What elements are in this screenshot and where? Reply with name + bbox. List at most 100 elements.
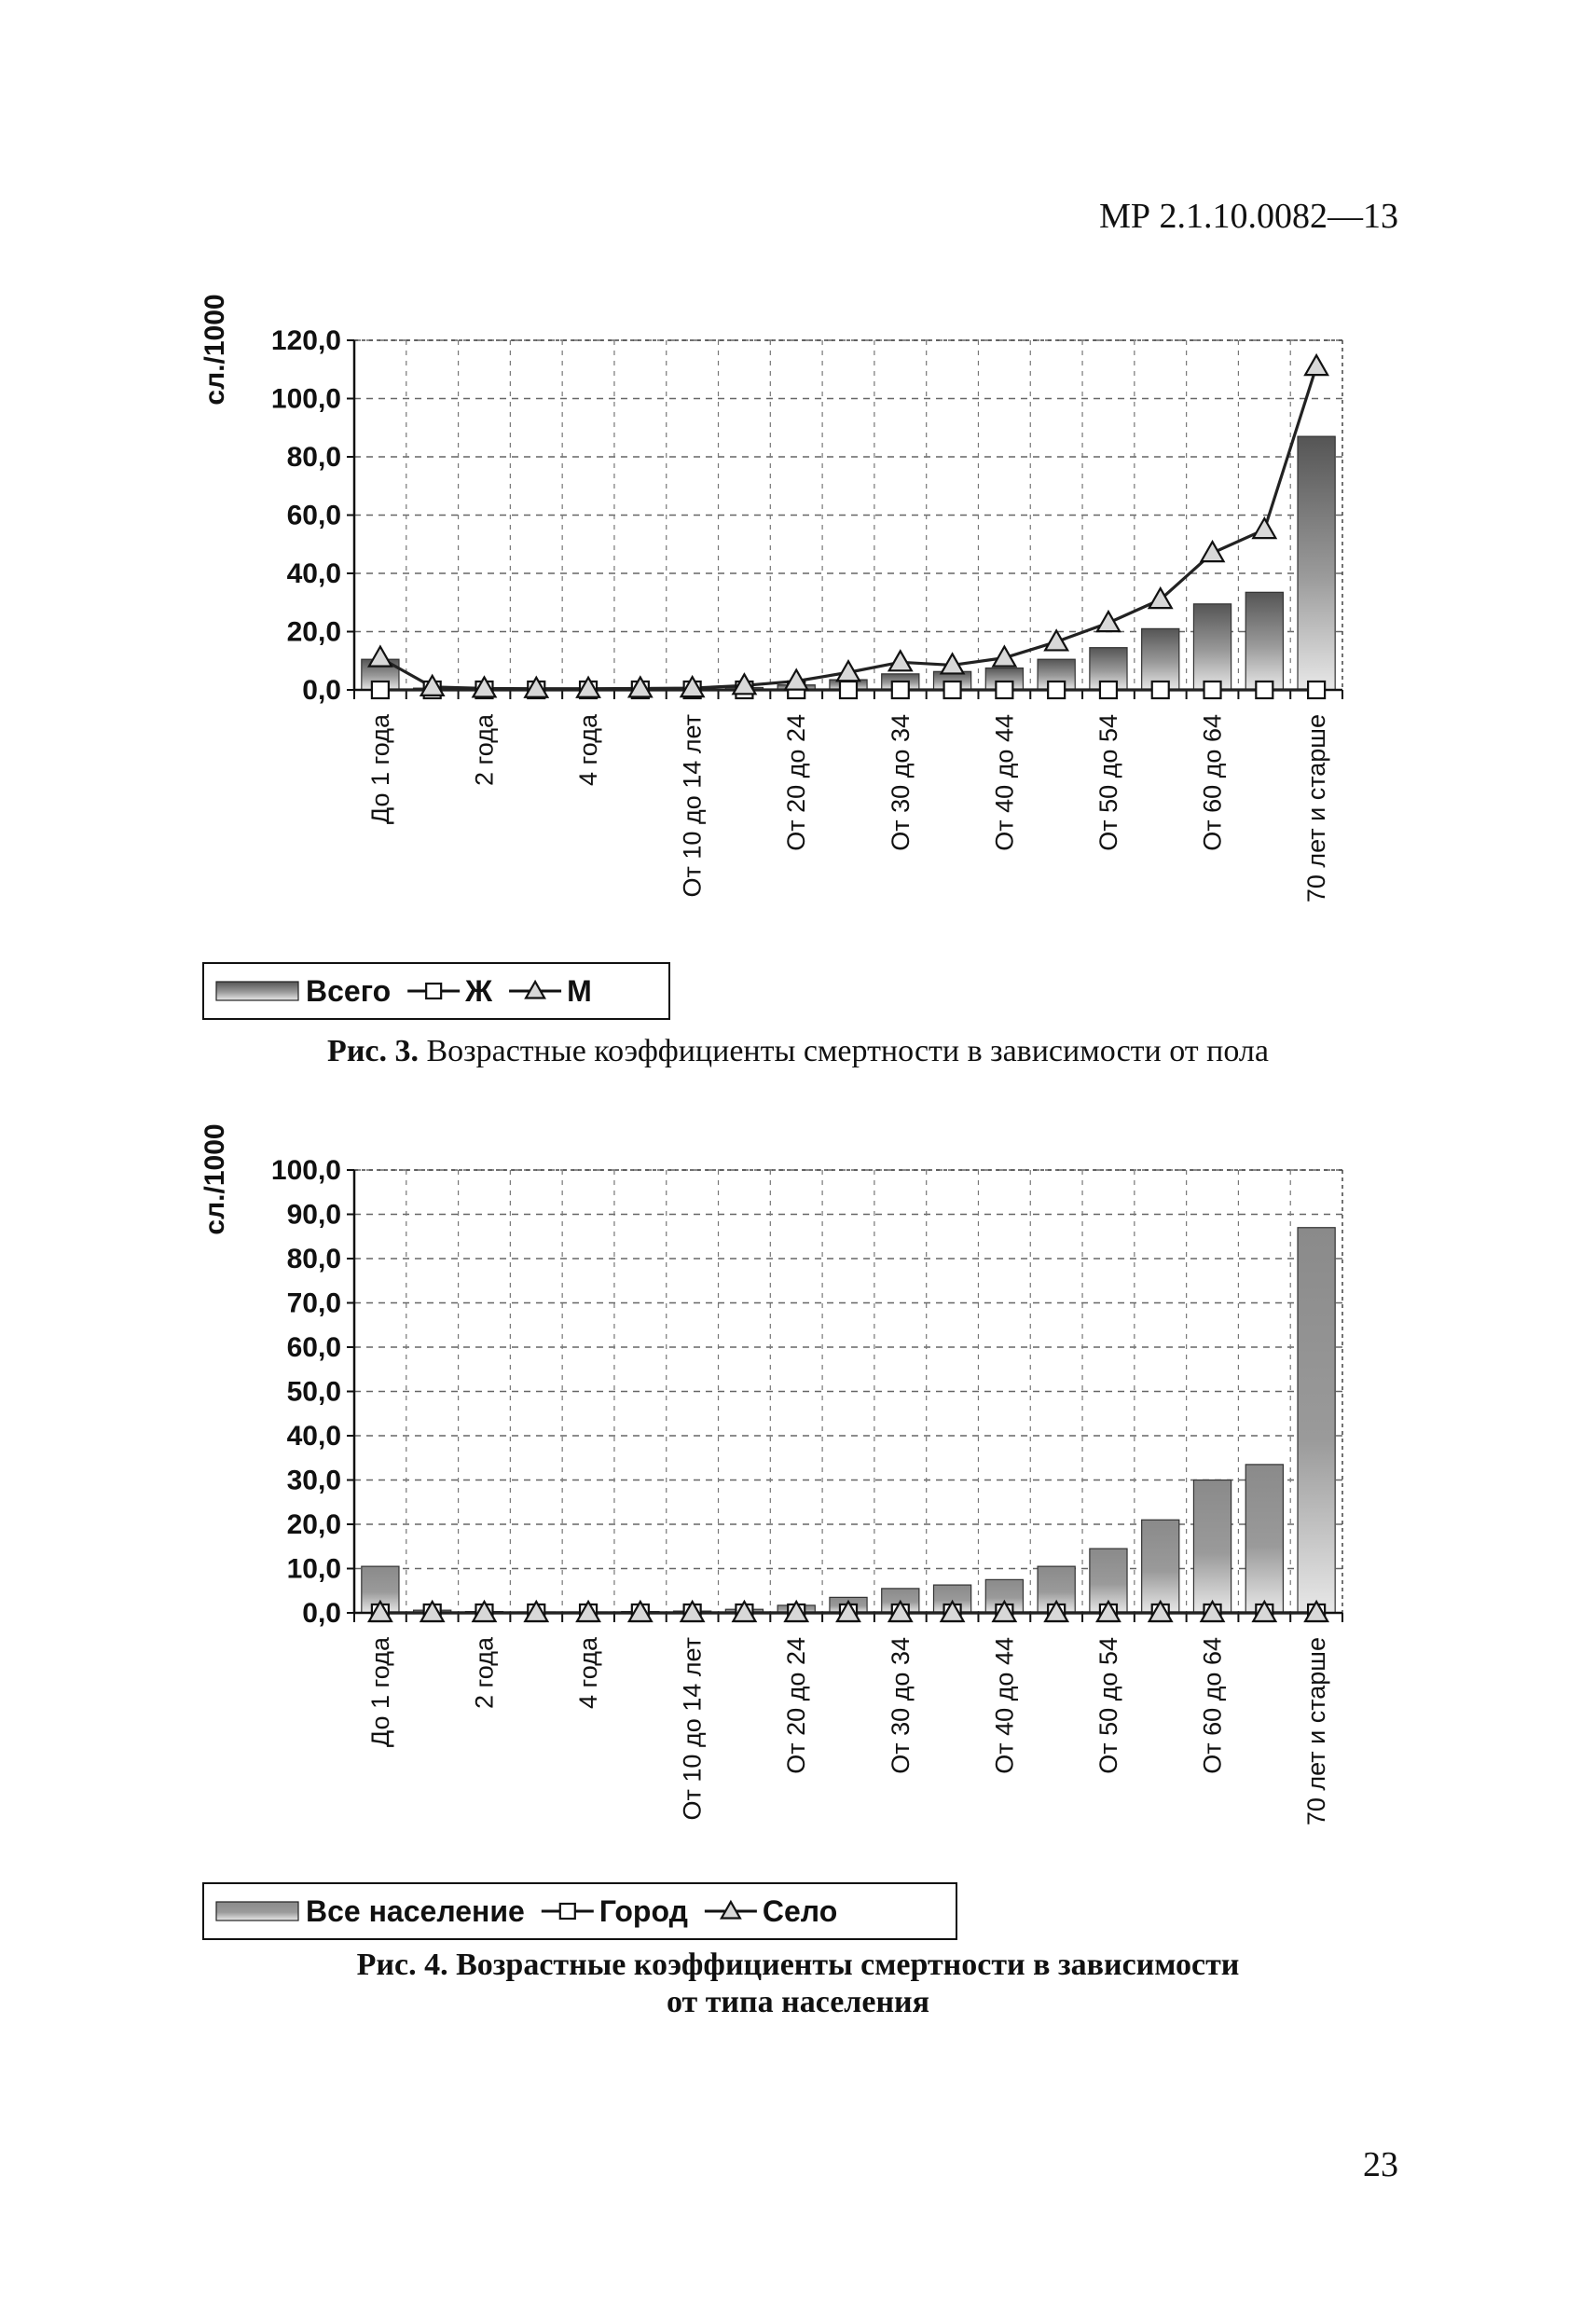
figure-4-caption: Рис. 4. Возрастные коэффициенты смертнос… — [0, 1947, 1596, 2021]
line-point-triangle — [939, 652, 966, 675]
y-tick-label: 40,0 — [287, 558, 341, 589]
x-category-label: От 50 до 54 — [1094, 714, 1122, 851]
legend-label: М — [567, 974, 592, 1008]
line-point-triangle — [1251, 1599, 1278, 1623]
y-axis-title: сл./1000 — [200, 1123, 230, 1234]
line-point-triangle — [991, 1599, 1018, 1623]
line-point-triangle — [679, 674, 706, 698]
chart-mortality-by-settlement: 0,0 10,0 20,0 30,0 40,0 50,0 60,0 70,0 80,0 90,0 1… — [200, 1123, 1343, 1940]
line-point-triangle — [991, 644, 1018, 668]
line-point-triangle — [1095, 609, 1121, 633]
line-point-triangle — [1147, 1599, 1174, 1623]
line-point-triangle — [783, 668, 810, 691]
x-category-label: От 50 до 54 — [1094, 1637, 1122, 1774]
x-category-label: От 60 до 64 — [1199, 1637, 1227, 1774]
figure-3-caption: Рис. 3. Возрастные коэффициенты смертнос… — [0, 1033, 1596, 1070]
line-point-triangle — [419, 1599, 446, 1623]
document-code: МР 2.1.10.0082—13 — [1099, 197, 1398, 236]
chart-mortality-by-sex: 0,0 20,0 40,0 60,0 80,0 100,0 120,0 До 1 года 2 … — [200, 294, 1343, 1020]
line-point-triangle — [523, 1599, 550, 1623]
line-point-triangle — [731, 1599, 758, 1623]
x-category-label: От 10 до 14 лет — [679, 1637, 707, 1820]
figure-3-number: Рис. 3. — [327, 1034, 419, 1068]
line-point-triangle — [1303, 1599, 1330, 1623]
bar — [1245, 591, 1284, 691]
y-tick-label: 120,0 — [271, 325, 341, 356]
y-tick-label: 80,0 — [287, 442, 341, 473]
y-axis-title: сл./1000 — [200, 294, 230, 405]
x-category-label: До 1 года — [366, 1636, 394, 1747]
y-tick-label: 40,0 — [287, 1421, 341, 1452]
bar — [1192, 603, 1232, 691]
y-tick-label: 50,0 — [287, 1377, 341, 1408]
x-category-label: От 60 до 64 — [1199, 714, 1227, 851]
x-category-label: 4 года — [574, 713, 602, 786]
x-category-label: До 1 года — [366, 713, 394, 824]
line-point-triangle — [719, 1899, 742, 1920]
line-point-triangle — [366, 644, 393, 668]
y-tick-label: 0,0 — [302, 675, 341, 706]
bar — [1141, 1519, 1180, 1614]
line-point-triangle — [731, 672, 758, 695]
line-point-triangle — [1251, 516, 1278, 540]
legend-label: Село — [763, 1894, 837, 1928]
x-category-label: От 40 до 44 — [990, 714, 1018, 851]
line-point-square — [1098, 680, 1119, 700]
legend: Все население Город Село — [202, 1882, 957, 1940]
y-tick-label: 80,0 — [287, 1244, 341, 1274]
y-tick-label: 100,0 — [271, 1155, 341, 1186]
line-point-triangle — [1043, 1599, 1070, 1623]
line-point-triangle — [626, 1599, 654, 1623]
line-point-triangle — [575, 1599, 601, 1623]
line-point-square — [425, 982, 443, 1000]
legend-label: Всего — [306, 974, 391, 1008]
y-tick-label: 30,0 — [287, 1466, 341, 1496]
line-point-triangle — [887, 1599, 914, 1623]
legend-label: Ж — [464, 974, 493, 1008]
y-tick-label: 100,0 — [271, 384, 341, 415]
bar — [1297, 1227, 1336, 1614]
line-point-square — [1255, 680, 1274, 700]
line-point-triangle — [679, 1599, 706, 1623]
line-point-square — [890, 680, 910, 700]
bar — [1245, 1464, 1284, 1614]
line-point-square — [942, 680, 962, 700]
line-point-triangle — [887, 649, 914, 672]
x-category-label: 2 года — [470, 1636, 498, 1709]
y-tick-label: 90,0 — [287, 1200, 341, 1231]
x-category-label: От 10 до 14 лет — [679, 714, 707, 897]
line-point-triangle — [626, 675, 654, 698]
line-point-square — [1150, 680, 1170, 700]
x-category-label: От 40 до 44 — [990, 1637, 1018, 1774]
line-point-triangle — [575, 675, 601, 698]
line-point-triangle — [471, 1599, 498, 1623]
line-point-triangle — [1199, 539, 1226, 563]
x-category-label: 2 года — [470, 713, 498, 786]
y-tick-label: 20,0 — [287, 1509, 341, 1540]
x-category-label: 70 лет и старше — [1302, 714, 1330, 902]
line-point-triangle — [471, 675, 498, 698]
line-point-square — [558, 1902, 576, 1921]
x-category-label: От 30 до 34 — [887, 1637, 915, 1774]
line-point-triangle — [1303, 352, 1330, 377]
x-category-label: От 20 до 24 — [782, 714, 810, 851]
bar — [881, 1588, 920, 1614]
line-point-square — [1307, 680, 1327, 700]
line-point-triangle — [783, 1599, 810, 1623]
y-tick-label: 60,0 — [287, 501, 341, 531]
legend: Всего Ж М — [202, 962, 670, 1020]
figure-4-text-line2: от типа населения — [666, 1985, 930, 2019]
line-point-triangle — [419, 673, 446, 696]
figure-4-text: Возрастные коэффициенты смертности в зав… — [456, 1948, 1240, 1982]
line-point-square — [995, 680, 1014, 700]
y-tick-label: 0,0 — [302, 1598, 341, 1629]
line-point-square — [838, 680, 859, 700]
line-point-triangle — [523, 675, 550, 698]
legend-swatch-bar — [215, 1901, 299, 1921]
legend-swatch-bar — [215, 981, 299, 1001]
line-point-triangle — [939, 1599, 966, 1623]
x-category-label: 4 года — [574, 1636, 602, 1709]
bar — [1192, 1479, 1232, 1614]
page-number: 23 — [1363, 2145, 1398, 2184]
legend-label: Город — [599, 1894, 688, 1928]
